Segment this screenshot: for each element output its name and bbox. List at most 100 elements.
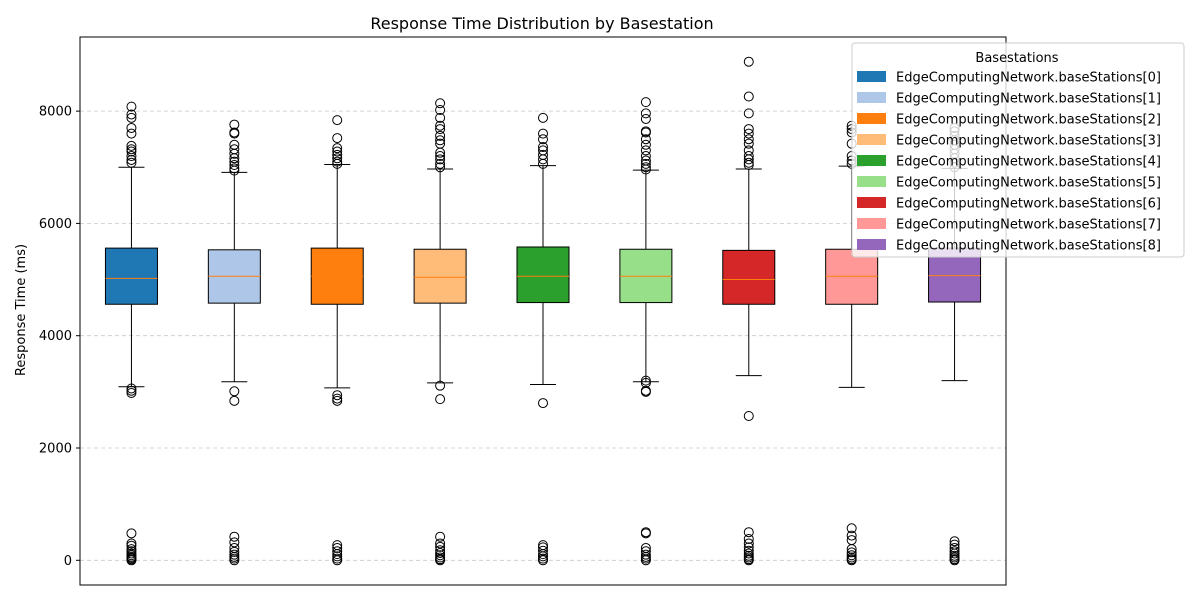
y-axis-ticks: 0 2000 4000 6000 8000 — [39, 105, 80, 569]
outlier-point — [332, 393, 343, 404]
outlier-point — [332, 115, 343, 126]
outlier-point — [126, 385, 137, 396]
outlier-point — [126, 128, 137, 139]
outlier-point — [332, 553, 343, 564]
outlier-point — [229, 160, 240, 171]
outlier-point — [435, 552, 446, 563]
outlier-point — [743, 128, 754, 139]
box — [104, 247, 158, 305]
outlier-point — [743, 145, 754, 156]
legend-swatch — [857, 134, 886, 145]
outlier-point — [640, 134, 651, 145]
outlier-point — [743, 108, 754, 119]
outlier-point — [640, 155, 651, 166]
outlier-point — [126, 528, 137, 539]
outlier-point — [229, 546, 240, 557]
box-group — [516, 112, 570, 566]
outlier-point — [846, 530, 857, 541]
outlier-point — [949, 548, 960, 559]
outlier-point — [332, 133, 343, 144]
box-group — [619, 97, 673, 566]
outlier-point — [949, 536, 960, 547]
outlier-point — [229, 156, 240, 167]
outlier-point — [126, 151, 137, 162]
outlier-point — [743, 56, 754, 67]
outlier-point — [435, 531, 446, 542]
outlier-point — [126, 109, 137, 120]
outlier-point — [640, 97, 651, 108]
outlier-point — [640, 145, 651, 156]
outlier-point — [126, 112, 137, 123]
outlier-point — [435, 120, 446, 131]
outlier-point — [743, 548, 754, 559]
legend-swatch — [857, 218, 886, 229]
legend-swatch — [857, 155, 886, 166]
outlier-point — [640, 377, 651, 388]
outlier-point — [538, 545, 548, 556]
legend-swatch — [857, 113, 886, 124]
outlier-point — [538, 134, 548, 145]
outlier-point — [743, 538, 754, 549]
outlier-point — [332, 546, 343, 557]
box — [413, 248, 467, 304]
outlier-point — [538, 142, 548, 153]
outlier-point — [435, 138, 446, 149]
box — [516, 246, 570, 304]
outlier-point — [126, 101, 137, 112]
legend-swatch — [857, 239, 886, 250]
legend-swatch — [857, 71, 886, 82]
outlier-point — [126, 383, 137, 394]
outlier-point — [229, 139, 240, 150]
outlier-point — [538, 112, 548, 123]
box-group — [413, 98, 467, 566]
outlier-point — [126, 144, 137, 155]
outlier-point — [743, 124, 754, 135]
outlier-point — [126, 548, 137, 559]
outlier-point — [126, 540, 137, 551]
outlier-point — [743, 533, 754, 544]
outlier-point — [229, 537, 240, 548]
outlier-point — [332, 153, 343, 164]
outlier-point — [640, 542, 651, 553]
outlier-point — [538, 553, 548, 564]
outlier-point — [743, 542, 754, 553]
outlier-point — [949, 546, 960, 557]
outlier-point — [640, 126, 651, 137]
outlier-point — [435, 550, 446, 561]
outlier-point — [435, 104, 446, 115]
outlier-point — [332, 156, 343, 167]
outlier-point — [229, 119, 240, 130]
legend-swatch — [857, 176, 886, 187]
legend-entry-label: EdgeComputingNetwork.baseStations[0] — [896, 71, 1161, 86]
box-group — [310, 115, 364, 566]
outlier-point — [538, 128, 548, 139]
outlier-point — [743, 134, 754, 145]
legend-swatch — [857, 92, 886, 103]
outlier-point — [229, 395, 240, 406]
outlier-point — [538, 540, 548, 551]
outlier-point — [229, 386, 240, 397]
outlier-point — [332, 551, 343, 562]
outlier-point — [538, 542, 548, 553]
outlier-point — [229, 144, 240, 155]
outlier-point — [126, 538, 137, 549]
outlier-point — [435, 130, 446, 141]
outlier-point — [229, 542, 240, 553]
outlier-point — [435, 135, 446, 146]
outlier-point — [435, 158, 446, 169]
legend-title: Basestations — [975, 51, 1058, 66]
outlier-point — [538, 398, 548, 409]
legend-entries: EdgeComputingNetwork.baseStations[0] Edge… — [857, 71, 1161, 254]
outlier-point — [640, 162, 651, 173]
legend-entry-label: EdgeComputingNetwork.baseStations[3] — [896, 134, 1161, 149]
outlier-point — [949, 550, 960, 561]
outlier-point — [743, 151, 754, 162]
outlier-point — [126, 387, 137, 398]
y-tick-label: 4000 — [39, 329, 72, 344]
outlier-point — [435, 394, 446, 405]
outlier-point — [846, 552, 857, 563]
outlier-point — [229, 549, 240, 560]
outlier-point — [640, 151, 651, 162]
outlier-point — [435, 112, 446, 123]
outlier-point — [743, 527, 754, 538]
